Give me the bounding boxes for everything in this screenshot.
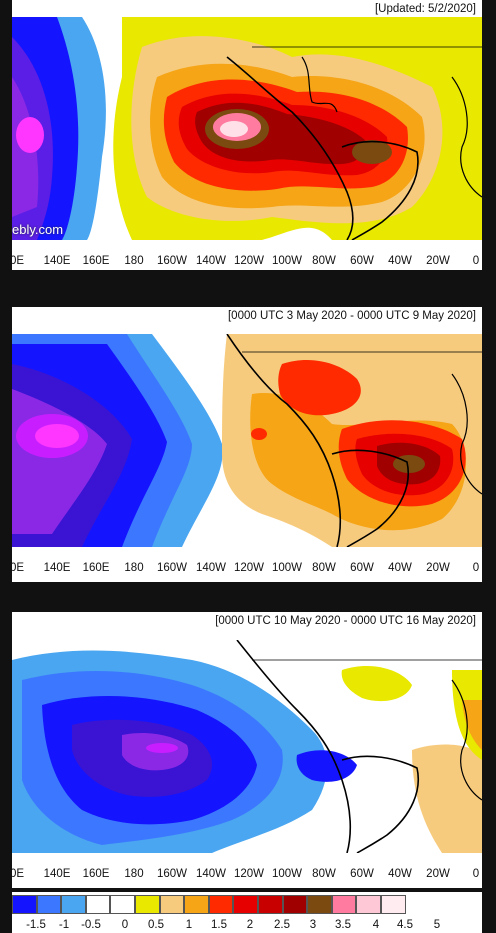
lon-tick-label: 120W (233, 255, 265, 267)
lon-tick-label: 0E (9, 255, 25, 267)
longitude-axis: 0E 140E 160E 180 160W 140W 120W 100W 80W… (9, 562, 482, 578)
lon-tick-label: 0E (9, 562, 25, 574)
anomaly-map (12, 640, 482, 853)
legend-color-box (356, 895, 381, 914)
color-scale-legend: -1.5 -1 -0.5 0 0.5 1 1.5 2 2.5 3 3.5 4 4… (12, 892, 482, 933)
legend-color-box (36, 895, 62, 914)
legend-color-box (257, 895, 283, 914)
legend-label: 2.5 (274, 919, 290, 931)
panel-title: [0000 UTC 3 May 2020 - 0000 UTC 9 May 20… (227, 310, 476, 322)
legend-label: 4.5 (397, 919, 413, 931)
lon-tick-label: 140E (43, 868, 71, 880)
lon-tick-label: 160W (156, 562, 188, 574)
legend-label: -1 (58, 919, 70, 931)
panel-title: [Updated: 5/2/2020] (374, 3, 476, 15)
map-panel-week1: [Updated: 5/2/2020] ebly.com 0E 140E (9, 0, 482, 271)
lon-tick-label: 120W (233, 868, 265, 880)
lon-tick-label: 80W (312, 562, 336, 574)
longitude-axis: 0E 140E 160E 180 160W 140W 120W 100W 80W… (9, 255, 482, 271)
legend-label: 1 (185, 919, 193, 931)
longitude-axis: 0E 140E 160E 180 160W 140W 120W 100W 80W… (9, 868, 482, 884)
legend-label: 0.5 (148, 919, 164, 931)
lon-tick-label: 140W (195, 562, 227, 574)
lon-tick-label: 80W (312, 868, 336, 880)
lon-tick-label: 100W (271, 562, 303, 574)
legend-color-box (159, 895, 185, 914)
legend-color-box (331, 895, 357, 914)
legend-color-boxes (12, 895, 406, 914)
lon-tick-label: 20W (426, 255, 450, 267)
lon-tick-label: 0E (9, 868, 25, 880)
legend-color-box (380, 895, 406, 914)
lon-tick-label: 0 (472, 255, 480, 267)
lon-tick-label: 20W (426, 562, 450, 574)
legend-color-box (233, 895, 258, 914)
legend-color-box (12, 895, 37, 914)
legend-label: 0 (121, 919, 129, 931)
lon-tick-label: 60W (350, 562, 374, 574)
lon-tick-label: 140W (195, 255, 227, 267)
legend-color-box (61, 895, 86, 914)
map-panel-week3: [0000 UTC 10 May 2020 - 0000 UTC 16 May … (9, 612, 482, 888)
legend-color-box (184, 895, 209, 914)
lon-tick-label: 120W (233, 562, 265, 574)
legend-color-box (282, 895, 308, 914)
lon-tick-label: 60W (350, 868, 374, 880)
lon-tick-label: 140E (43, 562, 71, 574)
legend-color-box (134, 895, 160, 914)
lon-tick-label: 140W (195, 868, 227, 880)
legend-label: 4 (372, 919, 380, 931)
anomaly-map (12, 17, 482, 240)
legend-label: -0.5 (81, 919, 101, 931)
lon-tick-label: 160E (82, 562, 110, 574)
lon-tick-label: 180 (124, 562, 144, 574)
lon-tick-label: 100W (271, 255, 303, 267)
legend-label: 3.5 (335, 919, 351, 931)
lon-tick-label: 180 (124, 255, 144, 267)
lon-tick-label: 40W (388, 562, 412, 574)
legend-label: 2 (246, 919, 254, 931)
lon-tick-label: 160W (156, 868, 188, 880)
lon-tick-label: 0 (472, 562, 480, 574)
lon-tick-label: 40W (388, 255, 412, 267)
lon-tick-label: 60W (350, 255, 374, 267)
lon-tick-label: 20W (426, 868, 450, 880)
lon-tick-label: 160W (156, 255, 188, 267)
lon-tick-label: 140E (43, 255, 71, 267)
lon-tick-label: 160E (82, 868, 110, 880)
legend-label: 5 (433, 919, 441, 931)
anomaly-map (12, 334, 482, 547)
legend-label: 3 (309, 919, 317, 931)
legend-color-box (307, 895, 332, 914)
lon-tick-label: 80W (312, 255, 336, 267)
legend-color-box (110, 895, 135, 914)
lon-tick-label: 40W (388, 868, 412, 880)
map-panel-week2: [0000 UTC 3 May 2020 - 0000 UTC 9 May 20… (9, 307, 482, 582)
lon-tick-label: 0 (472, 868, 480, 880)
legend-color-box (85, 895, 111, 914)
legend-label: -1.5 (26, 919, 46, 931)
lon-tick-label: 180 (124, 868, 144, 880)
watermark-text: ebly.com (12, 222, 64, 237)
lon-tick-label: 100W (271, 868, 303, 880)
panel-title: [0000 UTC 10 May 2020 - 0000 UTC 16 May … (215, 615, 476, 627)
legend-color-box (208, 895, 234, 914)
legend-label: 1.5 (211, 919, 227, 931)
lon-tick-label: 160E (82, 255, 110, 267)
